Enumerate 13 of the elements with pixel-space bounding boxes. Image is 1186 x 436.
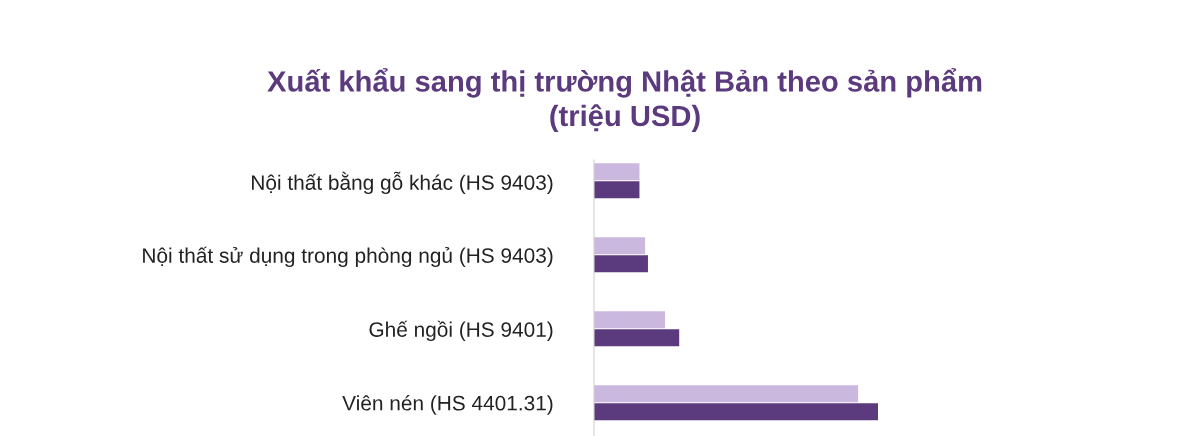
bar [594,181,640,199]
bar [594,311,665,329]
bar [594,329,680,347]
y-tick-label: Viên nén (HS 4401.31) [342,395,553,415]
y-tick-label: Nội thất sử dụng trong phòng ngủ (HS 9403) [143,246,553,268]
bar [594,385,859,403]
chart-title: Xuất khẩu sang thị trường Nhật Bản theo sản phẩm (triệu USD) [267,67,982,133]
bar [594,163,640,181]
bar [594,237,646,255]
y-tick-label: Ghế ngồi (HS 9401) [369,320,553,342]
bar [594,255,648,273]
bar [594,403,878,421]
y-tick-label: Nội thất bằng gỗ khác (HS 9403) [252,171,553,195]
